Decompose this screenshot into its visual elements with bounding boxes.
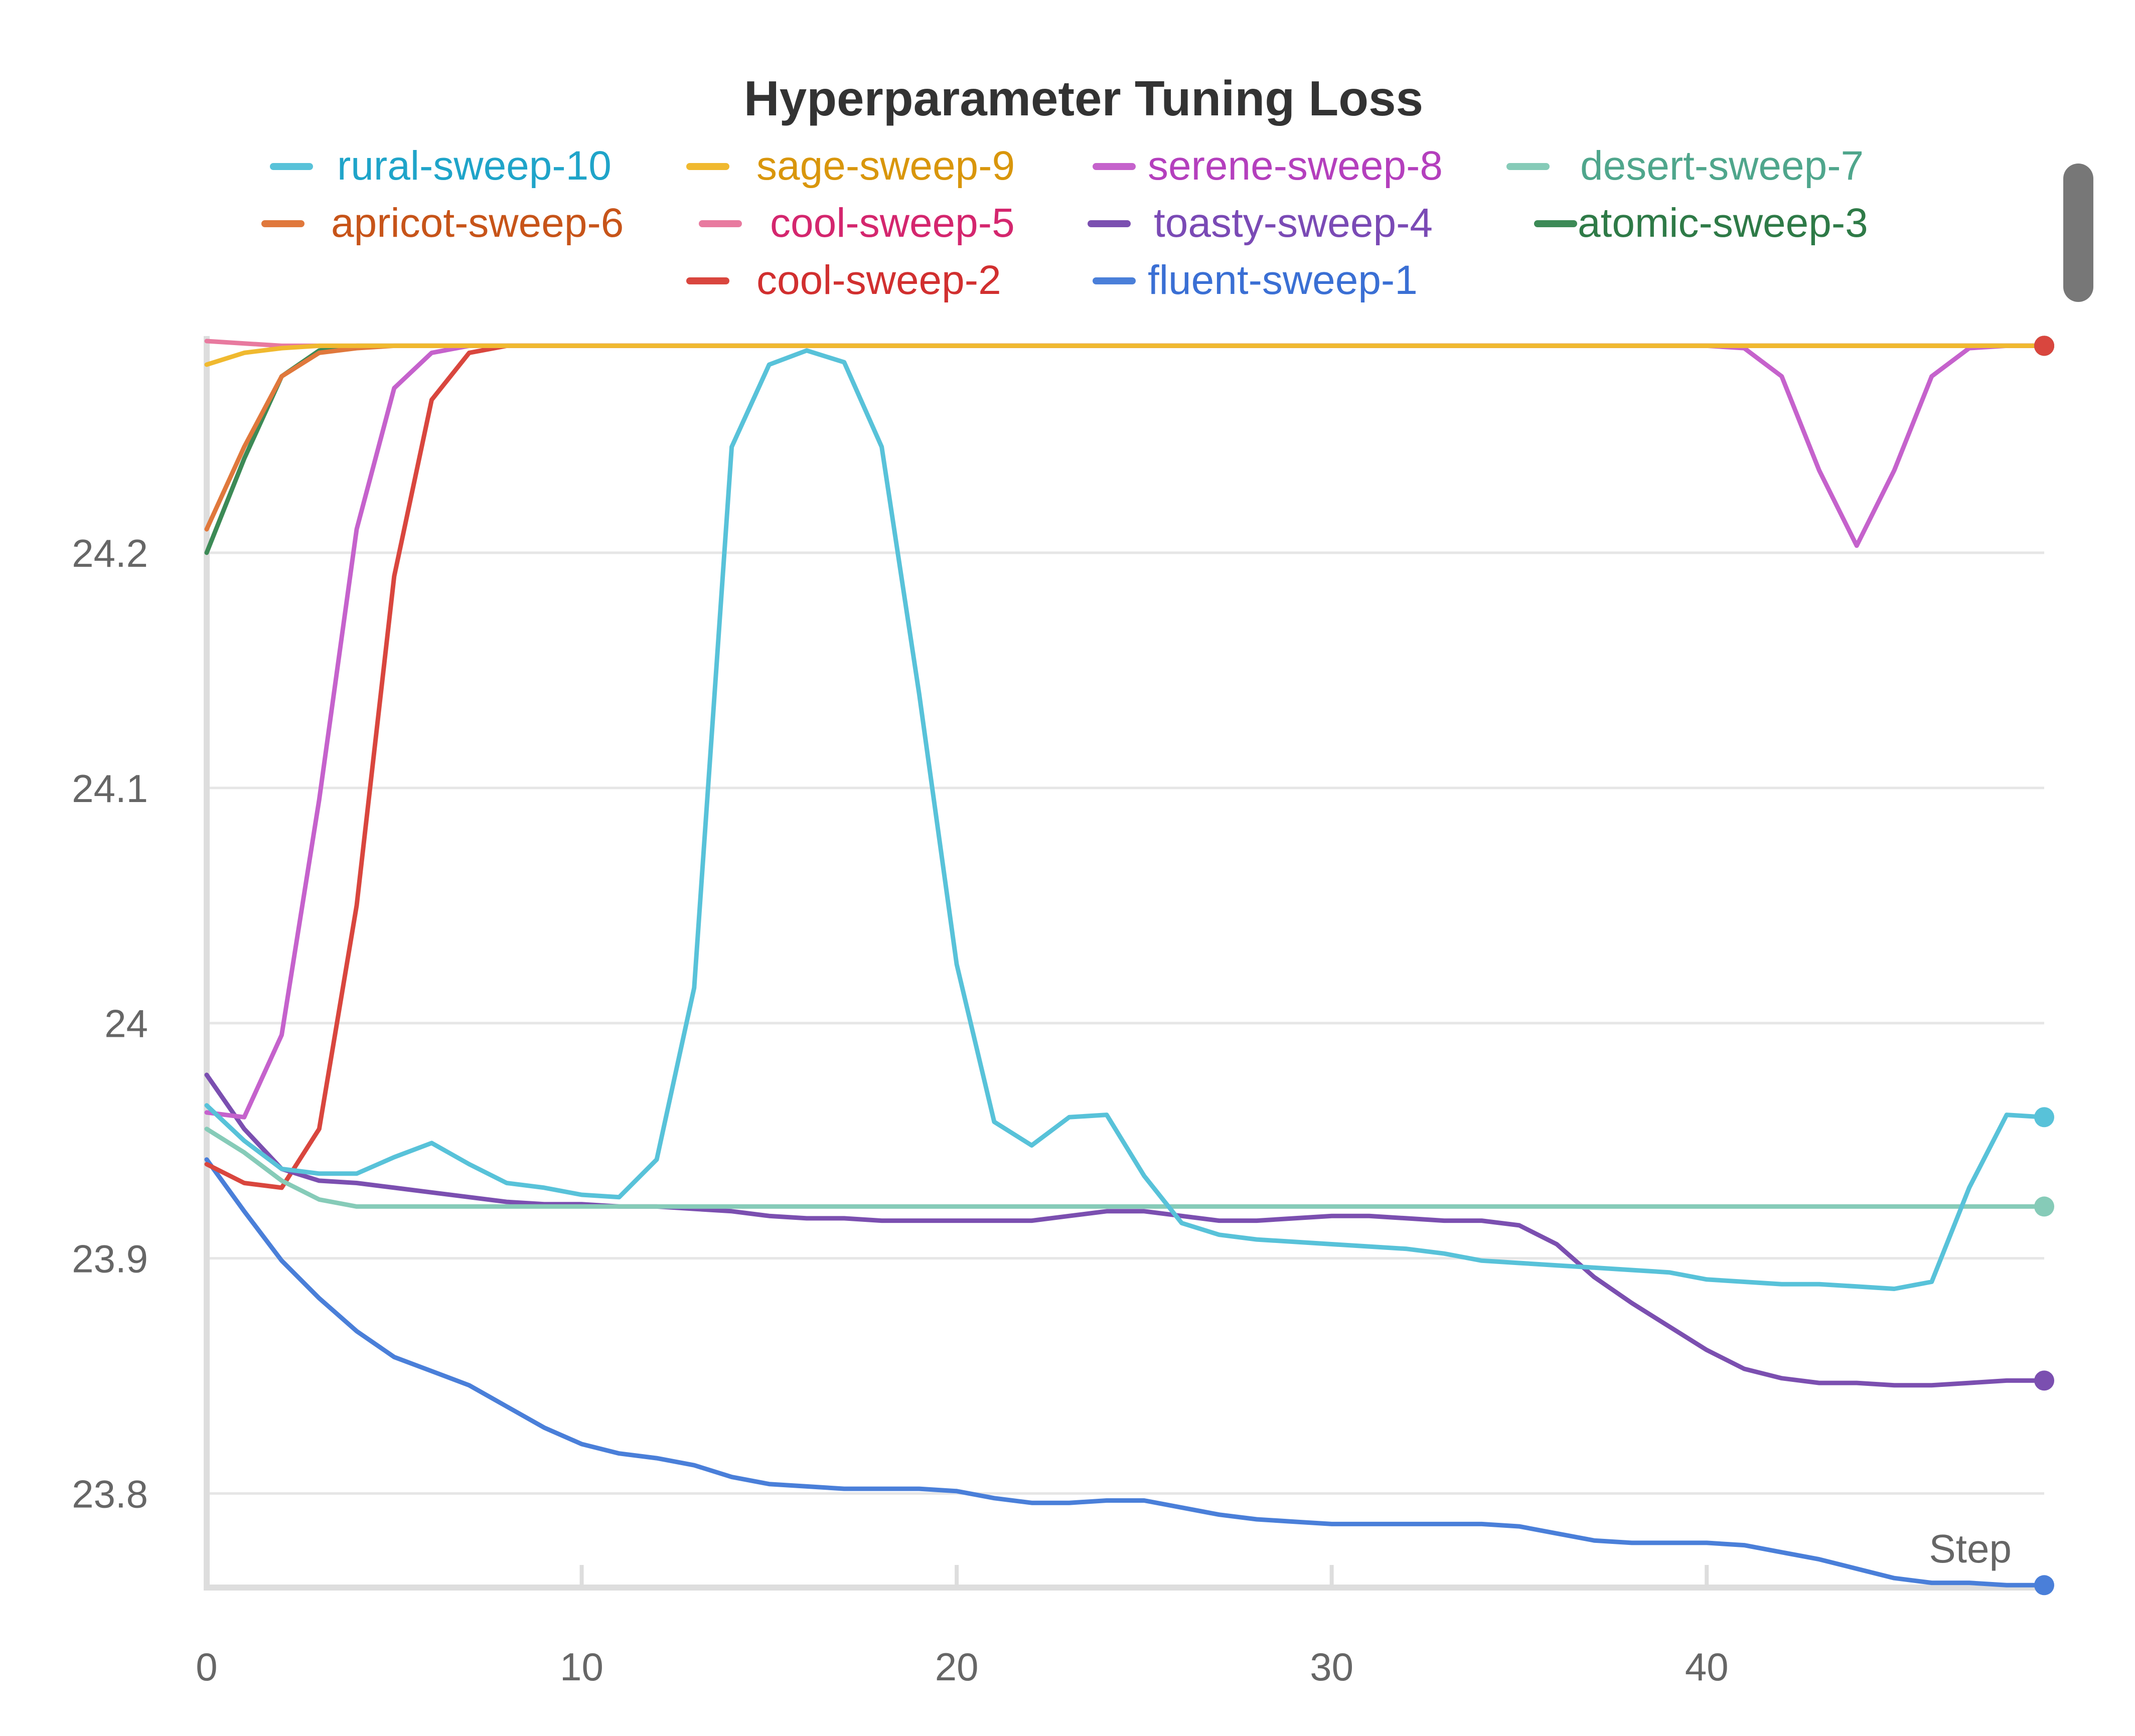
legend-label: desert-sweep-7 xyxy=(1580,143,1864,189)
series-endpoint-rural-sweep-10 xyxy=(2034,1107,2054,1128)
legend-label: cool-sweep-2 xyxy=(756,257,1001,303)
y-tick-label: 23.8 xyxy=(72,1472,148,1516)
legend-item[interactable]: fluent-sweep-1 xyxy=(1093,257,1418,303)
legend-label: fluent-sweep-1 xyxy=(1148,257,1418,303)
legend-label: sage-sweep-9 xyxy=(756,143,1015,189)
x-tick-label: 10 xyxy=(560,1645,603,1689)
legend-item[interactable]: rural-sweep-10 xyxy=(270,143,612,189)
legend-label: atomic-sweep-3 xyxy=(1578,200,1868,246)
series-line-serene-sweep-8 xyxy=(204,343,2047,1120)
legend-item[interactable]: cool-sweep-5 xyxy=(699,200,1015,246)
series-endpoints xyxy=(2034,336,2054,1596)
series-endpoint-toasty-sweep-4 xyxy=(2034,1370,2054,1391)
chart-title: Hyperparameter Tuning Loss xyxy=(744,71,1423,126)
y-tick-label: 23.9 xyxy=(72,1237,148,1281)
x-tick-label: 20 xyxy=(935,1645,979,1689)
series-line-fluent-sweep-1 xyxy=(204,1157,2047,1588)
series-endpoint-fluent-sweep-1 xyxy=(2034,1575,2054,1596)
series-layer xyxy=(204,339,2047,1588)
legend-label: serene-sweep-8 xyxy=(1148,143,1443,189)
series-line-desert-sweep-7 xyxy=(204,1127,2047,1209)
legend-label: rural-sweep-10 xyxy=(337,143,612,189)
legend-label: apricot-sweep-6 xyxy=(331,200,624,246)
series-line-rural-sweep-10 xyxy=(204,348,2047,1291)
x-axis-title: Step xyxy=(1929,1526,2012,1571)
x-tick-label: 30 xyxy=(1310,1645,1353,1689)
legend-label: cool-sweep-5 xyxy=(770,200,1015,246)
y-tick-label: 24.1 xyxy=(72,766,148,811)
legend-item[interactable]: serene-sweep-8 xyxy=(1093,143,1443,189)
legend: rural-sweep-10 sage-sweep-9 serene-sweep-8… xyxy=(261,143,1868,303)
grid xyxy=(207,551,2044,1495)
series-endpoint-cool-sweep-2 xyxy=(2034,336,2054,356)
y-tick-label: 24.2 xyxy=(72,531,148,575)
series-line-sage-sweep-9 xyxy=(204,343,2047,367)
legend-item[interactable]: desert-sweep-7 xyxy=(1506,143,1864,189)
series-line-atomic-sweep-3 xyxy=(204,343,2047,555)
series-line-apricot-sweep-6 xyxy=(204,343,2047,532)
x-tick-label: 0 xyxy=(196,1645,217,1689)
x-tick-label: 40 xyxy=(1685,1645,1729,1689)
axes: 23.8 23.9 24 24.1 24.2 0 10 20 30 40 xyxy=(72,336,2044,1689)
legend-item[interactable]: atomic-sweep-3 xyxy=(1534,200,1868,246)
y-tick-label: 24 xyxy=(104,1002,148,1046)
series-line-toasty-sweep-4 xyxy=(204,1072,2047,1388)
legend-item[interactable]: apricot-sweep-6 xyxy=(261,200,624,246)
legend-label: toasty-sweep-4 xyxy=(1154,200,1433,246)
series-endpoint-desert-sweep-7 xyxy=(2034,1196,2054,1217)
legend-scrollbar[interactable] xyxy=(2063,164,2093,302)
series-line-cool-sweep-2 xyxy=(204,343,2047,1190)
legend-item[interactable]: toasty-sweep-4 xyxy=(1088,200,1433,246)
legend-item[interactable]: sage-sweep-9 xyxy=(686,143,1015,189)
legend-item[interactable]: cool-sweep-2 xyxy=(686,257,1001,303)
